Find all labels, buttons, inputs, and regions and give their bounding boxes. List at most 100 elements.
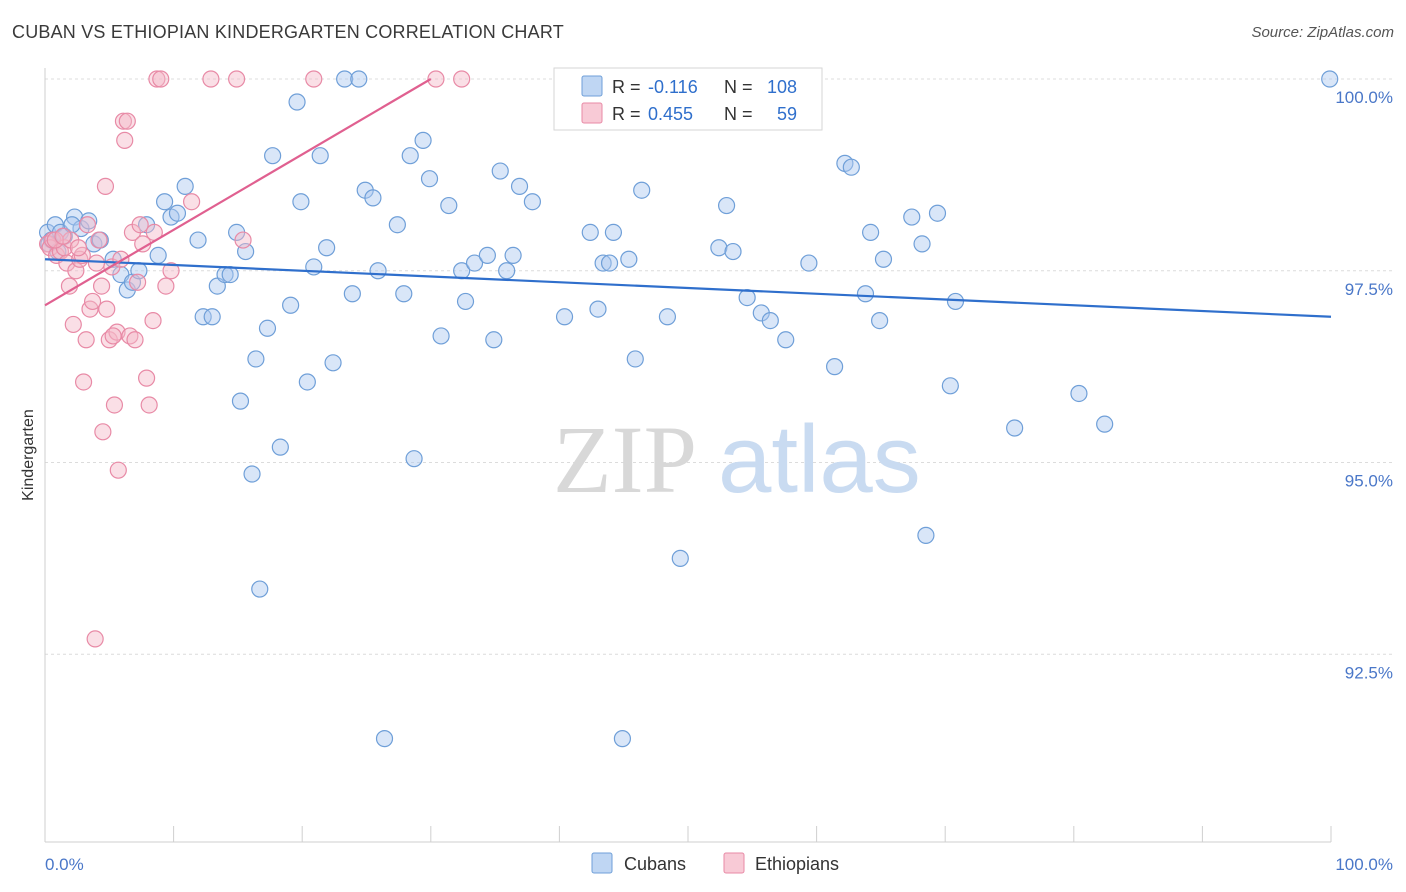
data-point-cubans: [243, 465, 261, 483]
data-point-cubans: [155, 193, 174, 211]
data-point-cubans: [826, 358, 844, 376]
data-point-cubans: [917, 526, 935, 544]
data-point-ethiopians: [109, 461, 127, 479]
data-point-cubans: [710, 239, 728, 257]
data-point-cubans: [604, 223, 623, 241]
data-point-cubans: [203, 308, 221, 326]
data-point-cubans: [149, 246, 167, 265]
data-point-ethiopians: [87, 254, 106, 272]
watermark-atlas: atlas: [718, 406, 921, 513]
x-tick-label-min: 0.0%: [45, 855, 84, 874]
stats-legend-swatch-cubans: [581, 75, 603, 97]
data-point-cubans: [800, 254, 818, 272]
data-point-cubans: [1321, 70, 1339, 88]
data-point-ethiopians: [157, 277, 175, 295]
data-point-cubans: [946, 292, 965, 311]
data-point-cubans: [311, 147, 329, 165]
data-point-ethiopians: [98, 300, 116, 318]
series-legend: Cubans Ethiopians: [591, 852, 839, 874]
gridlines: [45, 78, 1393, 655]
data-point-cubans: [1070, 384, 1088, 403]
data-point-cubans: [247, 350, 265, 368]
data-point-ethiopians: [128, 273, 147, 291]
data-point-cubans: [658, 308, 677, 326]
data-point-cubans: [231, 392, 250, 410]
data-point-cubans: [189, 231, 207, 249]
data-point-ethiopians: [83, 292, 102, 311]
data-point-cubans: [176, 177, 194, 195]
data-point-cubans: [318, 239, 336, 257]
data-point-ethiopians: [118, 112, 136, 130]
data-point-cubans: [258, 319, 277, 337]
data-point-cubans: [874, 250, 893, 268]
data-point-cubans: [414, 131, 432, 149]
series-cubans-points: [38, 70, 1339, 748]
data-point-cubans: [581, 223, 599, 241]
data-point-cubans: [432, 327, 450, 345]
y-tick-labels: 92.5% 95.0% 97.5% 100.0%: [1335, 88, 1393, 682]
y-tick-label: 92.5%: [1345, 663, 1393, 682]
data-point-cubans: [364, 189, 382, 207]
data-point-cubans: [523, 193, 541, 211]
data-point-ethiopians: [234, 231, 252, 249]
data-point-cubans: [594, 254, 612, 272]
series-legend-label-ethiopians: Ethiopians: [755, 854, 839, 874]
data-point-cubans: [369, 262, 387, 280]
stats-legend-r-value-cubans: -0.116: [648, 77, 698, 97]
data-point-ethiopians: [114, 112, 133, 130]
data-point-cubans: [842, 158, 860, 176]
data-point-ethiopians: [96, 177, 115, 195]
data-point-cubans: [336, 70, 354, 88]
data-point-cubans: [271, 438, 289, 456]
data-point-cubans: [777, 331, 795, 349]
data-point-cubans: [221, 265, 239, 284]
data-point-ethiopians: [427, 70, 445, 88]
data-point-ethiopians: [162, 262, 180, 280]
series-ethiopians-points: [38, 70, 471, 648]
data-point-ethiopians: [228, 70, 246, 88]
data-point-ethiopians: [78, 216, 97, 234]
data-point-cubans: [871, 312, 889, 330]
data-point-cubans: [941, 377, 959, 395]
stats-legend-n-value-cubans: 108: [767, 77, 797, 97]
data-point-ethiopians: [183, 193, 201, 211]
data-point-ethiopians: [74, 373, 93, 391]
stats-legend-n-label-ethiopians: N =: [724, 104, 753, 124]
series-legend-swatch-cubans: [591, 852, 613, 874]
data-point-cubans: [395, 285, 413, 303]
data-point-cubans: [282, 296, 300, 314]
stats-legend-r-label-ethiopians: R =: [612, 104, 641, 124]
chart-source: Source: ZipAtlas.com: [1251, 24, 1394, 41]
stats-legend-n-label-cubans: N =: [724, 77, 753, 97]
data-point-ethiopians: [152, 70, 170, 88]
data-point-ethiopians: [69, 239, 88, 257]
data-point-cubans: [456, 292, 475, 311]
data-point-cubans: [324, 354, 342, 372]
stats-legend-n-value-ethiopians: 59: [777, 104, 797, 124]
trendline-ethiopians: [44, 78, 432, 307]
data-point-cubans: [1096, 415, 1114, 433]
data-point-ethiopians: [94, 423, 112, 441]
data-point-ethiopians: [116, 131, 134, 149]
data-point-cubans: [491, 162, 509, 180]
data-point-cubans: [465, 254, 484, 272]
data-point-ethiopians: [202, 70, 220, 88]
data-point-ethiopians: [126, 331, 144, 349]
data-point-cubans: [510, 177, 529, 195]
data-point-ethiopians: [144, 312, 162, 330]
watermark-zip: ZIP: [553, 406, 697, 513]
data-point-cubans: [292, 193, 310, 211]
data-point-ethiopians: [105, 396, 124, 414]
data-point-cubans: [478, 246, 496, 265]
y-tick-label: 97.5%: [1345, 280, 1393, 299]
data-point-cubans: [264, 147, 282, 165]
stats-legend-swatch-ethiopians: [581, 102, 603, 124]
data-point-cubans: [405, 450, 423, 468]
data-point-cubans: [343, 285, 361, 303]
data-point-cubans: [498, 262, 516, 280]
data-point-ethiopians: [86, 630, 104, 648]
data-point-cubans: [613, 730, 632, 748]
trendline-cubans: [44, 258, 1332, 318]
data-point-ethiopians: [90, 231, 108, 249]
